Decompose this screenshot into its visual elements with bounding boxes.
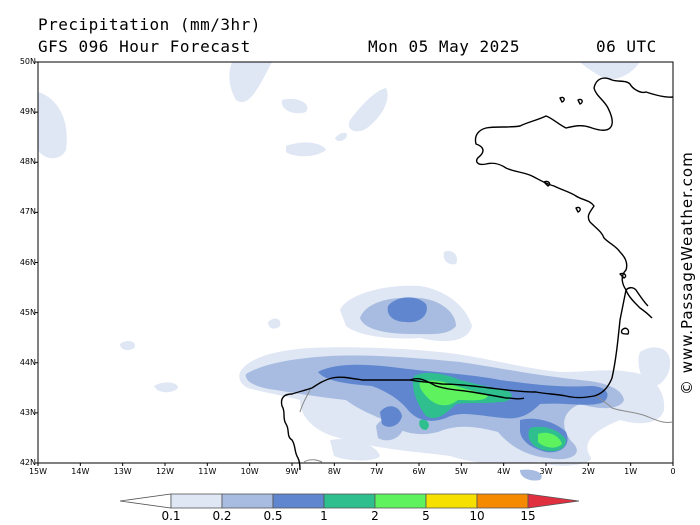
land-borders xyxy=(299,389,673,463)
scale-swatch xyxy=(170,493,223,509)
scale-swatch xyxy=(374,493,427,509)
scale-label: 0.1 xyxy=(161,509,181,523)
color-scale xyxy=(119,493,580,509)
scale-swatch xyxy=(476,493,529,509)
lon-label: 14W xyxy=(71,467,90,476)
forecast-date: Mon 05 May 2025 xyxy=(368,37,520,56)
coastline xyxy=(280,77,674,471)
scale-label: 0.5 xyxy=(263,509,283,523)
lat-label: 42N xyxy=(19,458,36,467)
scale-swatch xyxy=(119,493,172,509)
lon-label: 7W xyxy=(370,467,384,476)
scale-swatch xyxy=(323,493,376,509)
scale-label: 5 xyxy=(422,509,430,523)
lon-label: 4W xyxy=(497,467,511,476)
lon-label: 10W xyxy=(240,467,259,476)
credit-watermark: © www.PassageWeather.com xyxy=(678,151,696,395)
lon-label: 3W xyxy=(539,467,553,476)
scale-label: 2 xyxy=(371,509,379,523)
lat-label: 44N xyxy=(19,357,36,367)
scale-swatch xyxy=(527,493,580,509)
scale-label: 15 xyxy=(520,509,536,523)
lat-label: 48N xyxy=(19,157,36,167)
lat-label: 50N xyxy=(19,57,36,66)
scale-label: 10 xyxy=(469,509,485,523)
forecast-label: GFS 096 Hour Forecast xyxy=(38,37,251,56)
scale-swatch xyxy=(221,493,274,509)
lat-label: 46N xyxy=(19,257,36,267)
lon-label: 2W xyxy=(581,467,595,476)
map-title: Precipitation (mm/3hr) xyxy=(38,15,261,34)
lon-label: 15W xyxy=(28,467,48,476)
scale-swatch xyxy=(272,493,325,509)
lon-label: 5W xyxy=(454,467,468,476)
lon-label: 12W xyxy=(155,467,175,476)
lat-label: 47N xyxy=(19,207,36,217)
forecast-time: 06 UTC xyxy=(596,37,657,56)
lon-label: 0 xyxy=(670,467,676,476)
lon-label: 11W xyxy=(198,467,217,476)
lat-label: 45N xyxy=(19,307,36,317)
lon-label: 1W xyxy=(624,467,638,476)
lon-label: 13W xyxy=(113,467,132,476)
scale-swatch xyxy=(425,493,478,509)
lat-label: 49N xyxy=(19,107,36,117)
scale-label: 1 xyxy=(320,509,328,523)
lat-label: 43N xyxy=(19,407,36,417)
lon-label: 9W xyxy=(285,467,299,476)
lon-label: 8W xyxy=(327,467,341,476)
scale-label: 0.2 xyxy=(212,509,232,523)
lon-label: 6W xyxy=(412,467,426,476)
map-ticks xyxy=(35,61,674,466)
